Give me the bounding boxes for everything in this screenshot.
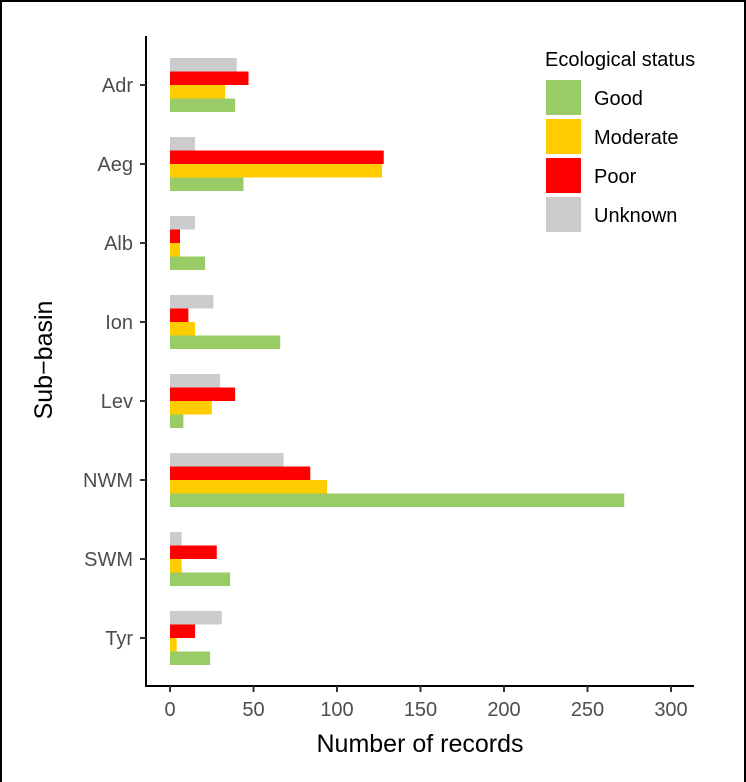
bar-aeg-poor: [170, 150, 384, 164]
x-tick-label: 50: [242, 699, 264, 721]
y-axis-title: Sub−basin: [30, 301, 58, 420]
legend-label-moderate: Moderate: [594, 127, 679, 149]
bar-nwm-good: [170, 493, 625, 507]
bar-lev-good: [170, 414, 184, 428]
y-tick-label: Lev: [101, 391, 133, 413]
y-axis-ticks: Adr Aeg Alb Ion Lev NWM SWM Tyr: [83, 75, 146, 650]
bar-alb-moderate: [170, 243, 181, 257]
bar-lev-moderate: [170, 401, 212, 415]
bar-adr-poor: [170, 71, 249, 85]
bar-lev-poor: [170, 387, 236, 401]
bar-aeg-unknown: [170, 137, 196, 151]
x-tick-label: 200: [487, 699, 520, 721]
bar-swm-unknown: [170, 532, 182, 546]
bar-tyr-poor: [170, 624, 196, 638]
bar-swm-poor: [170, 545, 217, 559]
y-tick-label: Tyr: [105, 628, 133, 650]
bar-nwm-poor: [170, 466, 311, 480]
x-tick-label: 300: [654, 699, 687, 721]
x-axis-title: Number of records: [316, 730, 523, 758]
legend-swatch-good: [546, 80, 581, 115]
x-axis-ticks: 0 50 100 150 200 250 300: [164, 686, 688, 721]
bar-aeg-good: [170, 177, 244, 191]
x-tick-label: 250: [571, 699, 604, 721]
y-tick-label: Adr: [102, 75, 133, 97]
bar-tyr-good: [170, 651, 211, 665]
bar-tyr-unknown: [170, 611, 222, 625]
x-tick-label: 0: [164, 699, 175, 721]
bars-group: [170, 58, 625, 665]
bar-nwm-unknown: [170, 453, 284, 467]
legend-title: Ecological status: [545, 49, 695, 71]
bar-lev-unknown: [170, 374, 221, 388]
bar-swm-moderate: [170, 559, 182, 573]
y-tick-label: Ion: [105, 312, 133, 334]
y-tick-label: SWM: [84, 549, 133, 571]
x-tick-label: 100: [320, 699, 353, 721]
bar-ion-unknown: [170, 295, 214, 309]
legend-swatch-poor: [546, 158, 581, 193]
bar-ion-good: [170, 335, 281, 349]
legend-swatch-moderate: [546, 119, 581, 154]
bar-tyr-moderate: [170, 638, 177, 652]
bar-ion-moderate: [170, 322, 196, 336]
bar-nwm-moderate: [170, 480, 327, 494]
legend-label-poor: Poor: [594, 166, 637, 188]
legend: Ecological status Good Moderate Poor Unknow…: [545, 49, 695, 232]
bar-adr-unknown: [170, 58, 237, 72]
bar-ion-poor: [170, 308, 189, 322]
bar-alb-poor: [170, 229, 181, 243]
bar-swm-good: [170, 572, 231, 586]
bar-adr-moderate: [170, 85, 226, 99]
bar-adr-good: [170, 98, 236, 112]
bar-alb-good: [170, 256, 206, 270]
x-tick-label: 150: [404, 699, 437, 721]
legend-label-unknown: Unknown: [594, 205, 677, 227]
bar-aeg-moderate: [170, 164, 383, 178]
y-tick-label: Aeg: [97, 154, 133, 176]
y-tick-label: NWM: [83, 470, 133, 492]
bar-alb-unknown: [170, 216, 196, 230]
legend-swatch-unknown: [546, 197, 581, 232]
legend-items: Good Moderate Poor Unknown: [546, 80, 679, 232]
legend-label-good: Good: [594, 88, 643, 110]
y-tick-label: Alb: [104, 233, 133, 255]
